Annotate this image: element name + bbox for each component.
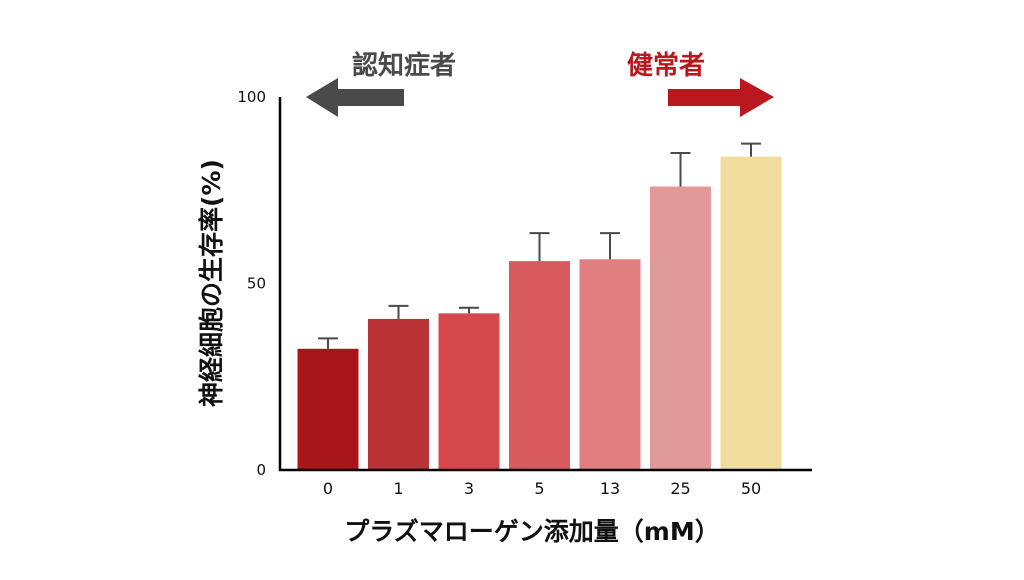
bar-5 [509,261,570,470]
x-tick-label-3: 3 [464,479,474,498]
bar-50 [720,156,782,470]
left-arrow-icon [306,78,404,117]
y-tick-label-100: 100 [237,88,266,106]
bar-25 [650,186,711,470]
bar-13 [579,259,641,470]
x-tick-label-25: 25 [670,479,690,498]
x-tick-label-13: 13 [600,479,620,498]
y-tick-label-50: 50 [247,275,266,293]
bar-3 [438,313,500,470]
x-axis-label: プラズマローゲン添加量（mM） [344,517,719,546]
y-tick-label-0: 0 [256,461,266,479]
x-tick-label-0: 0 [323,479,333,498]
bar-1 [368,318,429,470]
y-axis-label: 神経細胞の生存率(%) [197,159,226,407]
annotation-left-label: 認知症者 [352,50,456,81]
x-tick-label-50: 50 [741,479,761,498]
x-tick-label-1: 1 [393,479,403,498]
right-arrow-icon [668,78,774,117]
bar-0 [297,348,359,470]
x-tick-label-5: 5 [534,479,544,498]
annotation-right-label: 健常者 [627,51,705,81]
